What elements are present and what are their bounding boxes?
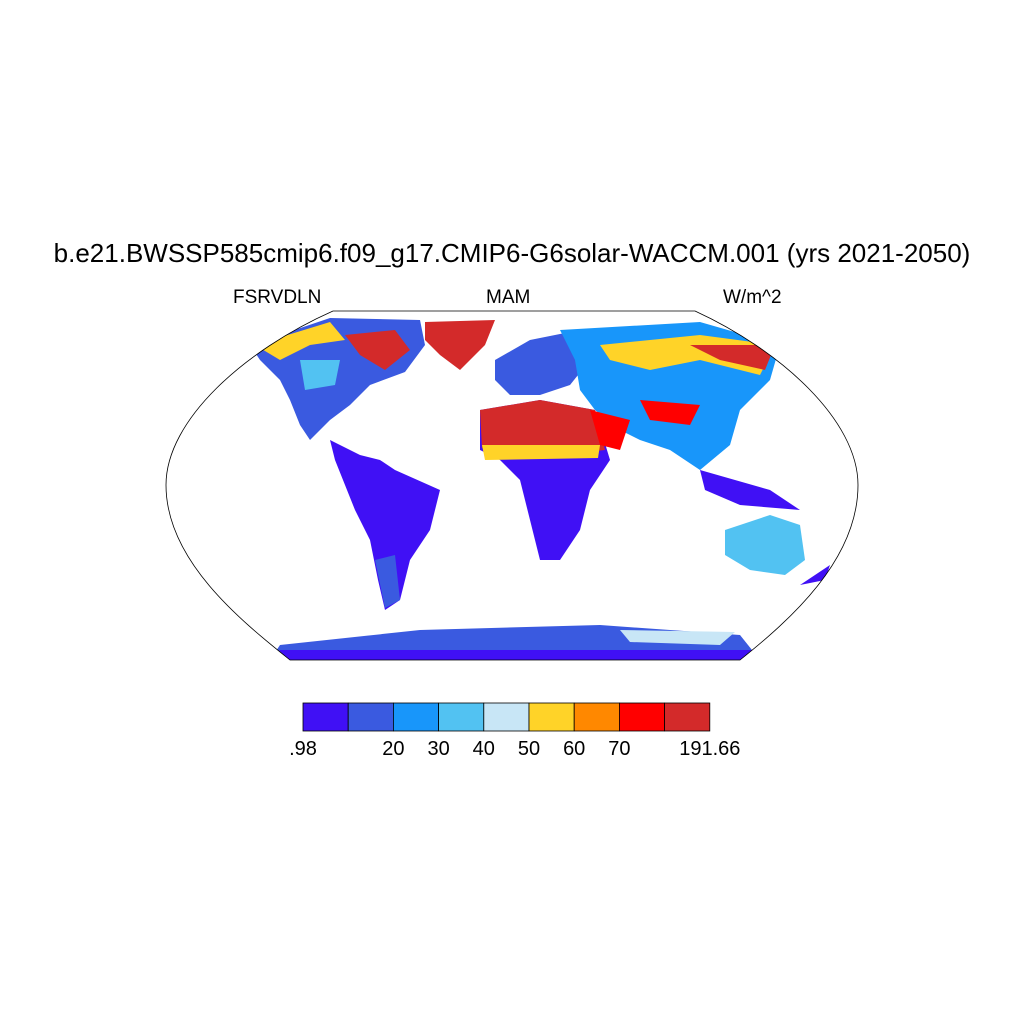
season-label: MAM <box>486 287 531 308</box>
colorbar-label: 70 <box>608 738 631 760</box>
continents <box>250 318 830 660</box>
south-america <box>330 440 440 610</box>
colorbar-box <box>483 702 530 732</box>
map-border <box>165 310 859 661</box>
australia <box>725 515 805 575</box>
colorbar-label: 60 <box>563 738 586 760</box>
colorbar-box <box>664 702 711 732</box>
colorbar-label: .98 <box>289 738 317 760</box>
colorbar-label: 20 <box>382 738 405 760</box>
colorbar-box <box>438 702 485 732</box>
colorbar <box>302 702 711 732</box>
greenland <box>425 320 495 370</box>
colorbar-box <box>573 702 620 732</box>
colorbar-label: 191.66 <box>679 738 741 760</box>
colorbar-box <box>347 702 394 732</box>
units-label: W/m^2 <box>723 287 782 308</box>
colorbar-label: 50 <box>517 738 541 760</box>
colorbar-box <box>619 702 666 732</box>
variable-name: FSRVDLN <box>233 287 322 308</box>
colorbar-box <box>302 702 349 732</box>
plot-title: b.e21.BWSSP585cmip6.f09_g17.CMIP6-G6sola… <box>53 238 971 268</box>
colorbar-label: 40 <box>472 738 495 760</box>
colorbar-label: 30 <box>427 738 450 760</box>
europe <box>495 330 590 395</box>
colorbar-box <box>528 702 575 732</box>
colorbar-box <box>392 702 439 732</box>
